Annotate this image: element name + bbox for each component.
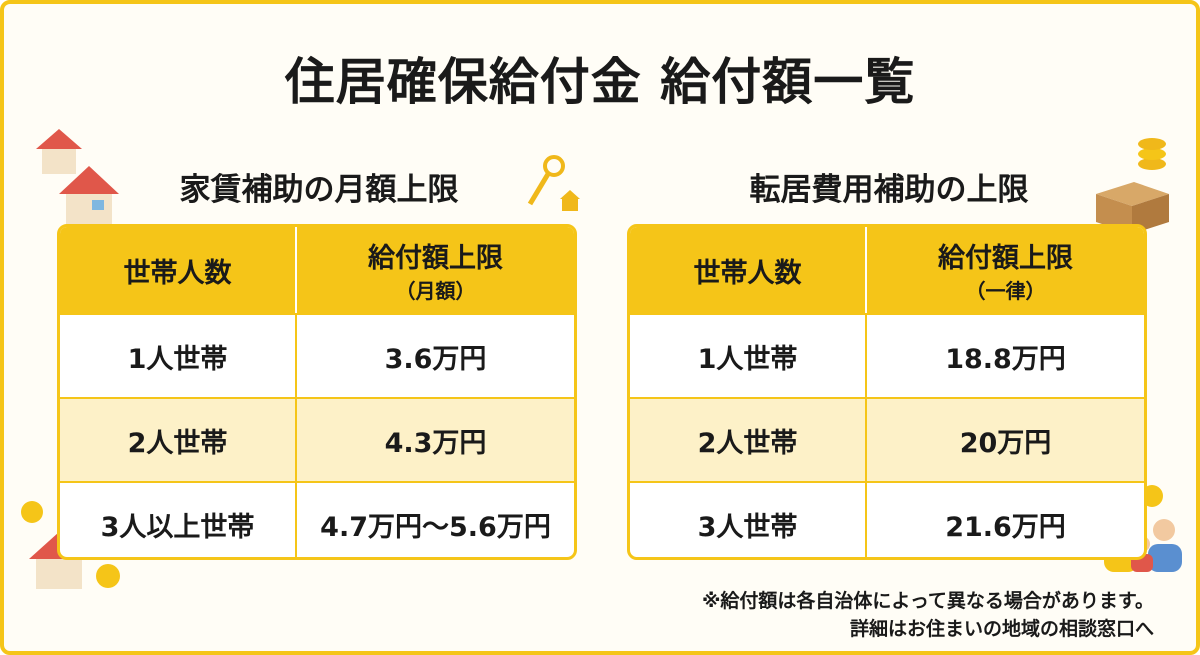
table-row: 1人世帯 3.6万円 [60, 313, 574, 397]
table: 世帯人数 給付額上限 （一律） 1人世帯 18.8万円 2人世帯 20万円 3人世帯 21.6万… [627, 224, 1147, 560]
table: 世帯人数 給付額上限 （月額） 1人世帯 3.6万円 2人世帯 4.3万円 3人以上世帯 4.7… [57, 224, 577, 560]
title: 住居確保給付金 給付額一覧 [284, 53, 916, 111]
header-row: 世帯人数 給付額上限 （一律） [630, 227, 1144, 313]
table-cell: 4.7万円～5.6万円 [320, 511, 551, 543]
header-text: 給付額上限 [368, 243, 503, 274]
table-cell: 1人世帯 [630, 315, 867, 397]
house-icon [36, 129, 82, 174]
table-cell: 3人以上世帯 [60, 483, 297, 557]
table-cell: 18.8万円 [945, 343, 1066, 375]
table-cell: 1人世帯 [60, 315, 297, 397]
note: ※給付額は各自治体によって異なる場合があります。 [701, 590, 1154, 612]
table-row: 3人以上世帯 4.7万円～5.6万円 [60, 481, 574, 557]
header-subtext: （一律） [965, 279, 1046, 303]
table-cell: 2人世帯 [630, 399, 867, 481]
table-cell: 2人世帯 [60, 399, 297, 481]
table-row: 1人世帯 18.8万円 [630, 313, 1144, 397]
table-row: 3人世帯 21.6万円 [630, 481, 1144, 557]
header-cell: 給付額上限 （一律） [867, 227, 1144, 313]
coins-icon [1138, 138, 1166, 170]
table-cell: 3.6万円 [384, 343, 487, 375]
table-cell: 21.6万円 [945, 511, 1066, 543]
header-text: 給付額上限 [938, 243, 1073, 274]
table-row: 2人世帯 20万円 [630, 397, 1144, 481]
note: 詳細はお住まいの地域の相談窓口へ [849, 618, 1154, 640]
header-row: 世帯人数 給付額上限 （月額） [60, 227, 574, 313]
table-cell: 20万円 [959, 427, 1052, 459]
header-cell: 世帯人数 [60, 227, 297, 313]
key-icon [527, 155, 580, 211]
table-cell: 3人世帯 [630, 483, 867, 557]
section-heading: 家賃補助の月額上限 [179, 172, 459, 208]
header-subtext: （月額） [395, 279, 476, 303]
table-cell: 4.3万円 [384, 427, 487, 459]
house-icon [59, 166, 119, 226]
header-cell: 世帯人数 [630, 227, 867, 313]
table-row: 2人世帯 4.3万円 [60, 397, 574, 481]
section-heading: 転居費用補助の上限 [749, 172, 1029, 208]
header-cell: 給付額上限 （月額） [297, 227, 574, 313]
